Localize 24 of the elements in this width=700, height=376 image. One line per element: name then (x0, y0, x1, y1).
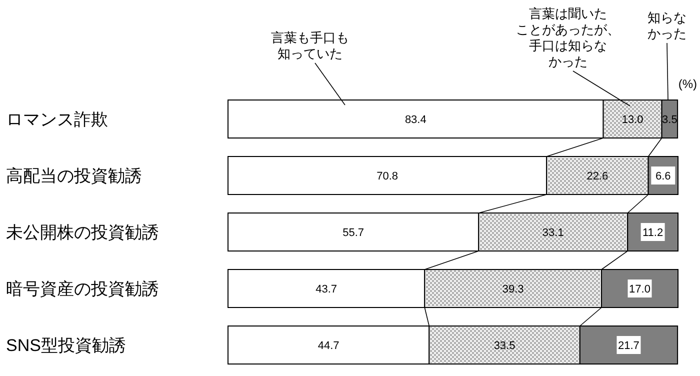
data-label: 39.3 (502, 284, 524, 296)
data-label: 11.2 (642, 227, 664, 239)
data-label: 43.7 (316, 284, 338, 296)
data-label: 44.7 (318, 340, 340, 352)
data-label: 17.0 (629, 284, 650, 296)
y-tick-label: SNS型投資勧誘 (6, 336, 126, 355)
data-label: 83.4 (404, 114, 426, 126)
y-tick-label: 未公開株の投資勧誘 (6, 223, 159, 242)
text: 言葉は聞いたことがあったが、手口は知らなかった (516, 6, 620, 69)
y-tick-label: ロマンス詐欺 (6, 110, 108, 129)
data-label: 22.6 (586, 170, 608, 182)
data-label: 33.1 (542, 227, 564, 239)
text: 知らなかった (648, 10, 686, 41)
data-label: 21.7 (618, 340, 640, 352)
data-label: 33.5 (494, 340, 516, 352)
data-label: 3.5 (662, 114, 678, 126)
y-tick-label: 高配当の投資勧誘 (6, 166, 142, 186)
data-label: 70.8 (376, 170, 398, 182)
data-label: 55.7 (342, 227, 364, 239)
data-label: 13.0 (622, 114, 644, 126)
data-label: 6.6 (656, 170, 671, 182)
text: (%) (678, 77, 697, 91)
y-tick-label: 暗号資産の投資勧誘 (6, 280, 159, 298)
text: 言葉も手口も知っていた (271, 30, 349, 61)
